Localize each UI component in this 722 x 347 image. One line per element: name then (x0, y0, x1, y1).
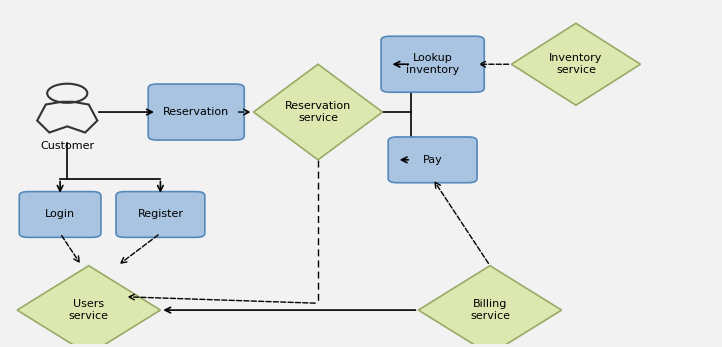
Text: Pay: Pay (423, 155, 443, 165)
Text: Customer: Customer (40, 141, 95, 151)
FancyBboxPatch shape (148, 84, 244, 140)
FancyBboxPatch shape (116, 192, 205, 237)
Text: Reservation: Reservation (163, 107, 230, 117)
Polygon shape (17, 266, 160, 347)
Polygon shape (418, 266, 562, 347)
FancyBboxPatch shape (381, 36, 484, 92)
Text: Users
service: Users service (69, 299, 109, 321)
Text: Register: Register (137, 210, 183, 219)
FancyBboxPatch shape (388, 137, 477, 183)
Polygon shape (511, 23, 640, 105)
Text: Billing
service: Billing service (470, 299, 510, 321)
Text: Reservation
service: Reservation service (285, 101, 351, 123)
Text: Lookup
inventory: Lookup inventory (406, 53, 459, 75)
FancyBboxPatch shape (19, 192, 101, 237)
Polygon shape (253, 64, 383, 160)
Text: Inventory
service: Inventory service (549, 53, 603, 75)
Text: Login: Login (45, 210, 75, 219)
